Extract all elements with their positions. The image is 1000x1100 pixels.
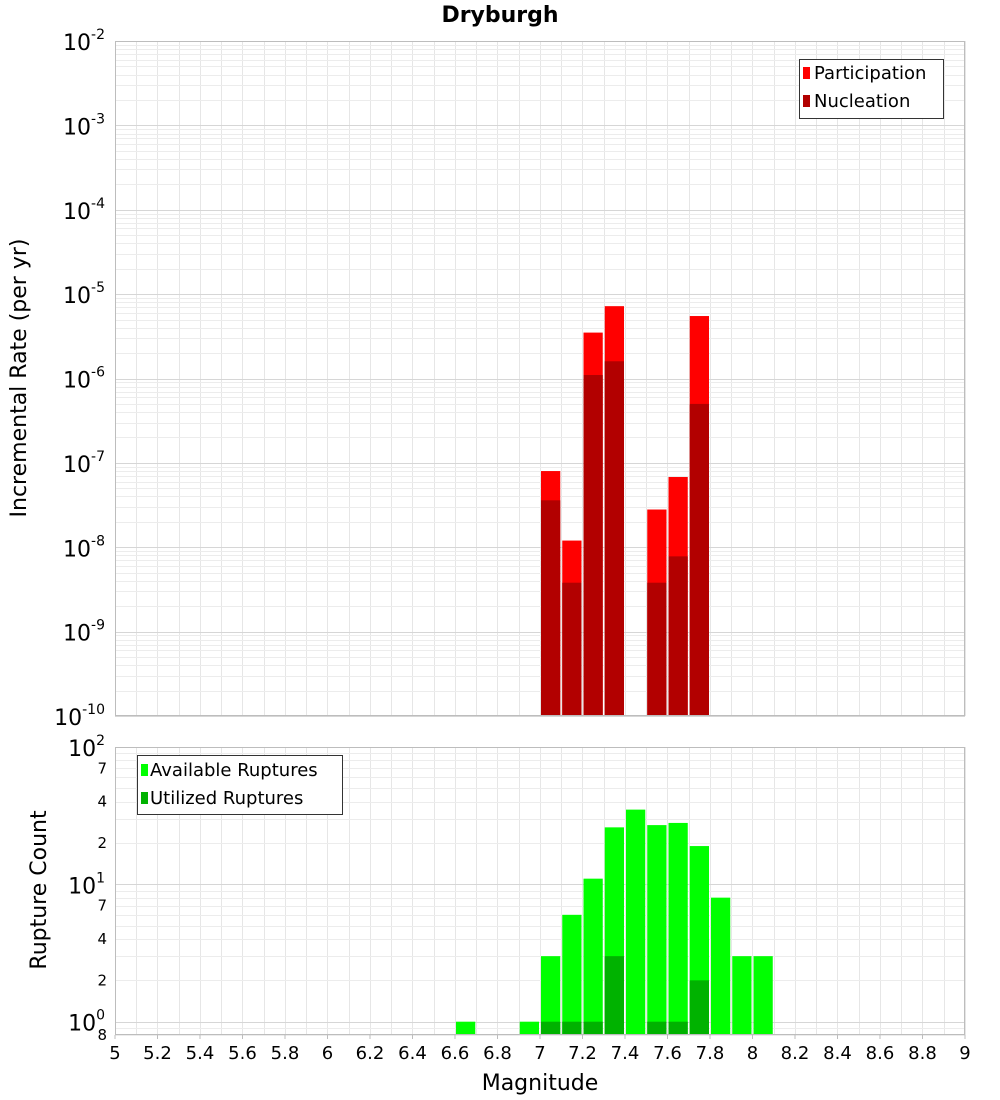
legend-swatch-nucleation: [803, 95, 810, 107]
x-tick-label: 8.8: [908, 1043, 937, 1064]
top-y-tick-label: 10-5: [63, 280, 105, 309]
top-y-tick-label: 10-7: [63, 449, 105, 478]
bottom-y-minor-tick-label: 2: [97, 971, 107, 989]
x-tick-label: 8.6: [866, 1043, 895, 1064]
top-y-tick-label: 10-3: [63, 111, 105, 140]
utilized-ruptures-bar: [604, 956, 624, 1035]
available-ruptures-bar: [583, 878, 603, 1035]
x-tick-label: 6.2: [356, 1043, 385, 1064]
nucleation-bar: [541, 500, 561, 716]
top-legend-box: [799, 59, 944, 119]
bottom-y-minor-tick-label: 4: [97, 930, 107, 948]
bottom-y-minor-tick-label: 2: [97, 834, 107, 852]
legend-label-nucleation: Nucleation: [814, 91, 910, 112]
x-tick-label: 8.2: [781, 1043, 810, 1064]
top-y-tick-label: 10-4: [63, 196, 105, 225]
bottom-y-tick-label: 101: [68, 870, 105, 899]
available-ruptures-bar: [456, 1021, 476, 1035]
utilized-ruptures-bar: [583, 1021, 603, 1035]
bottom-frame: [115, 747, 965, 1035]
x-tick-label: 6.4: [398, 1043, 427, 1064]
utilized-ruptures-bar: [668, 1021, 688, 1035]
available-ruptures-bar: [562, 914, 582, 1035]
x-tick-label: 6.6: [441, 1043, 470, 1064]
x-tick-label: 7.2: [568, 1043, 597, 1064]
x-tick-label: 7.6: [653, 1043, 682, 1064]
x-tick-label: 7.8: [696, 1043, 725, 1064]
x-tick-label: 9: [959, 1043, 970, 1064]
top-y-tick-label: 10-2: [63, 27, 105, 56]
available-ruptures-bar: [647, 825, 667, 1035]
bottom-y-minor-tick-label: 4: [97, 793, 107, 811]
available-ruptures-bar: [753, 956, 773, 1035]
available-ruptures-bar: [732, 956, 752, 1035]
x-tick-label: 7: [534, 1043, 545, 1064]
x-tick-label: 5.6: [228, 1043, 257, 1064]
x-tick-label: 5: [109, 1043, 120, 1064]
legend-swatch-utilized: [141, 792, 148, 804]
x-tick-label: 6.8: [483, 1043, 512, 1064]
legend-swatch-participation: [803, 67, 810, 79]
utilized-ruptures-bar: [562, 1021, 582, 1035]
available-ruptures-bar: [519, 1021, 539, 1035]
top-y-tick-label: 10-6: [63, 365, 105, 394]
x-tick-label: 5.4: [186, 1043, 215, 1064]
bottom-legend-box: [137, 755, 343, 815]
bottom-y-tick-label: 102: [68, 733, 105, 762]
x-tick-label: 7.4: [611, 1043, 640, 1064]
nucleation-bar: [647, 582, 667, 716]
top-frame: [115, 41, 965, 716]
nucleation-bar: [604, 361, 624, 716]
top-gridlines: [115, 41, 966, 717]
utilized-ruptures-bar: [541, 1021, 561, 1035]
nucleation-bar: [689, 403, 709, 716]
x-axis-label: Magnitude: [482, 1071, 599, 1096]
legend-label-utilized-ruptures: Utilized Ruptures: [150, 788, 303, 809]
nucleation-bar: [562, 582, 582, 716]
bottom-y-minor-tick-label: 7: [97, 897, 107, 915]
utilized-ruptures-bar: [647, 1021, 667, 1035]
legend-swatch-available: [141, 764, 148, 776]
x-tick-label: 8.4: [823, 1043, 852, 1064]
top-y-tick-label: 10-8: [63, 533, 105, 562]
top-y-tick-label: 10-9: [63, 618, 105, 647]
legend-label-available-ruptures: Available Ruptures: [150, 760, 318, 781]
legend-label-participation: Participation: [814, 63, 926, 84]
top-y-tick-label: 10-10: [54, 702, 105, 731]
bottom-y-minor-tick-label: 7: [97, 759, 107, 777]
available-ruptures-bar: [668, 822, 688, 1035]
bottom-y-minor-tick-label: 8: [97, 1026, 107, 1044]
x-tick-label: 5.8: [271, 1043, 300, 1064]
bottom-y-tick-label: 100: [68, 1008, 105, 1037]
nucleation-bar: [583, 375, 603, 716]
top-y-axis-label: Incremental Rate (per yr): [7, 239, 32, 518]
available-ruptures-bar: [626, 809, 646, 1035]
available-ruptures-bar: [541, 956, 561, 1035]
nucleation-bar: [668, 556, 688, 716]
available-ruptures-bar: [711, 897, 731, 1035]
chart-title: Dryburgh: [441, 3, 558, 28]
utilized-ruptures-bar: [689, 980, 709, 1035]
x-tick-label: 5.2: [143, 1043, 172, 1064]
x-tick-label: 6: [322, 1043, 333, 1064]
bottom-y-axis-label: Rupture Count: [27, 810, 52, 970]
x-tick-label: 8: [747, 1043, 758, 1064]
